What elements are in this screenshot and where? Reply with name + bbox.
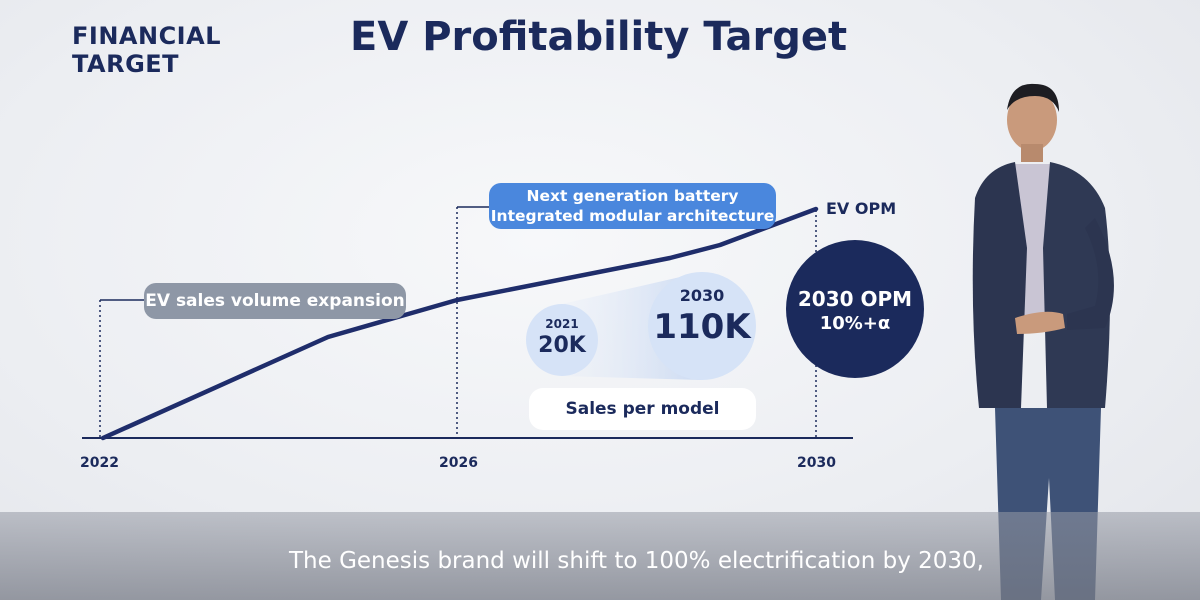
section-label-line2: TARGET	[72, 50, 180, 78]
sales-2021-year: 2021	[545, 317, 579, 331]
x-tick-2030: 2030	[797, 455, 836, 471]
section-label-line1: FINANCIAL	[72, 22, 221, 50]
presenter-figure	[972, 83, 1114, 600]
phase2-label-line1: Next generation battery	[526, 187, 739, 205]
sales-2021-circle: 2021 20K	[526, 304, 598, 376]
x-tick-2022: 2022	[80, 455, 119, 471]
subtitle-text: The Genesis brand will shift to 100% ele…	[289, 548, 984, 574]
slide-title: EV Profitability Target	[350, 14, 848, 60]
phase2-label-line2: Integrated modular architecture	[490, 207, 775, 225]
opm-target-line2: 10%+α	[819, 313, 891, 334]
ev-opm-line	[100, 206, 819, 441]
sales-2030-circle: 2030 110K	[648, 272, 756, 380]
section-label: FINANCIAL TARGET	[72, 22, 221, 78]
phase1-label: EV sales volume expansion	[144, 283, 406, 319]
opm-target-circle: 2030 OPM 10%+α	[786, 240, 924, 378]
opm-target-line1: 2030 OPM	[797, 287, 913, 311]
sales-per-model-label: Sales per model	[529, 388, 756, 430]
sales-2021-value: 20K	[538, 333, 586, 358]
x-tick-2026: 2026	[439, 455, 478, 471]
phase2-label: Next generation battery Integrated modul…	[489, 183, 776, 229]
sales-2030-value: 110K	[653, 307, 751, 347]
series-label: EV OPM	[826, 199, 897, 218]
sales-2030-year: 2030	[679, 286, 725, 305]
subtitle-bar	[0, 512, 1200, 600]
